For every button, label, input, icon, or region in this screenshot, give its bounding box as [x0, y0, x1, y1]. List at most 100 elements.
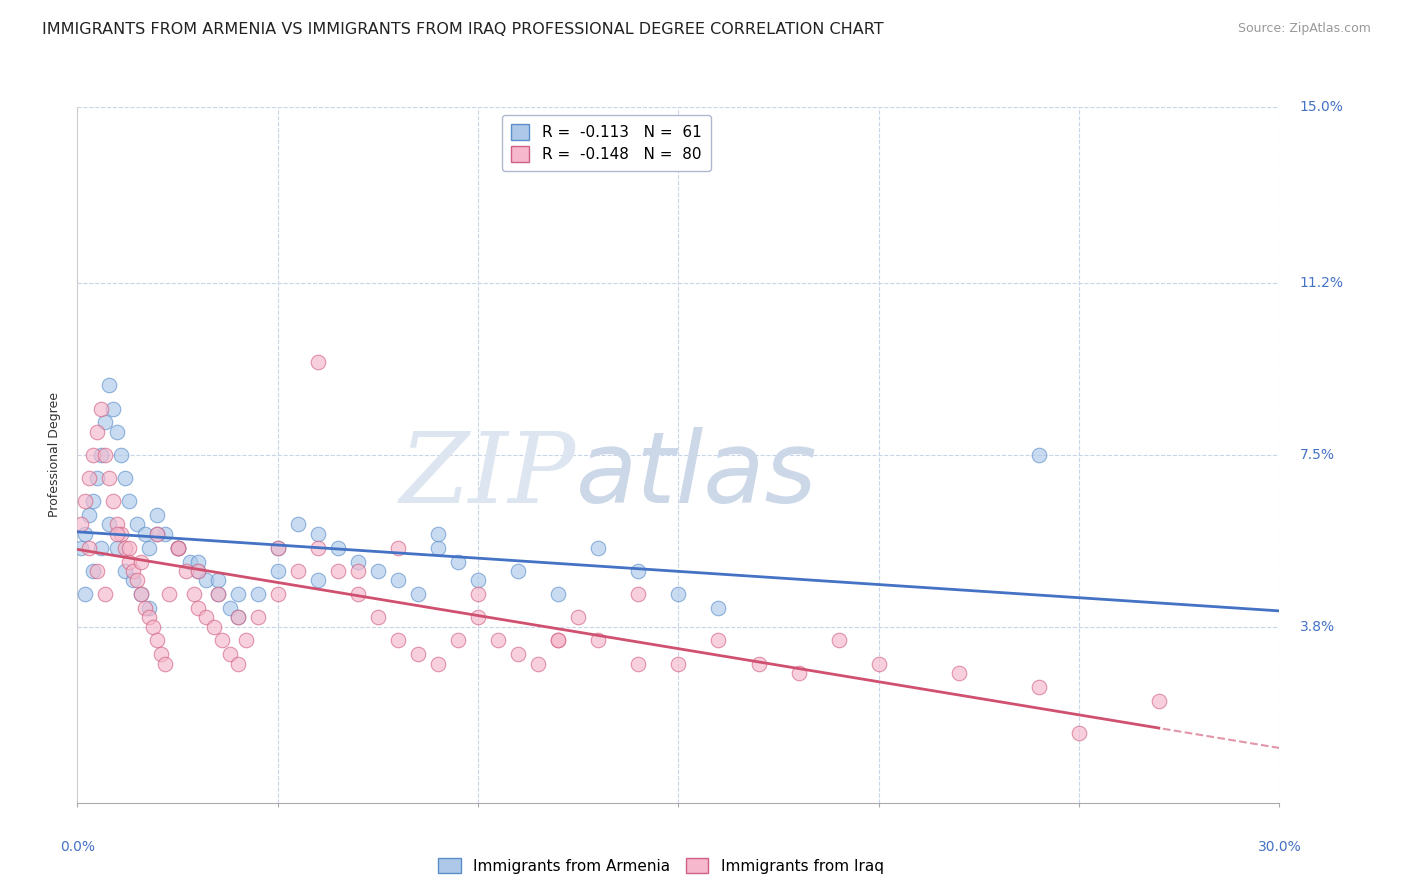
Point [246, 587, 269, 601]
Point [1028, 448, 1050, 462]
Point [235, 633, 257, 648]
Point [326, 541, 349, 555]
Point [467, 587, 489, 601]
Point [868, 657, 890, 671]
Point [79, 508, 101, 523]
Point [107, 425, 129, 439]
Text: Source: ZipAtlas.com: Source: ZipAtlas.com [1237, 22, 1371, 36]
Point [828, 633, 851, 648]
Text: IMMIGRANTS FROM ARMENIA VS IMMIGRANTS FROM IRAQ PROFESSIONAL DEGREE CORRELATION : IMMIGRANTS FROM ARMENIA VS IMMIGRANTS FR… [42, 22, 884, 37]
Point [146, 526, 169, 541]
Point [194, 610, 217, 624]
Point [226, 610, 249, 624]
Point [707, 601, 730, 615]
Point [547, 633, 569, 648]
Text: 15.0%: 15.0% [1299, 100, 1343, 114]
Text: 3.8%: 3.8% [1299, 620, 1334, 633]
Point [1069, 726, 1091, 740]
Point [346, 587, 368, 601]
Point [287, 564, 309, 578]
Text: atlas: atlas [576, 427, 818, 524]
Point [447, 633, 470, 648]
Point [307, 541, 329, 555]
Point [467, 610, 489, 624]
Point [155, 657, 177, 671]
Point [70, 517, 93, 532]
Point [346, 564, 368, 578]
Point [146, 526, 169, 541]
Point [406, 587, 429, 601]
Point [114, 471, 136, 485]
Point [447, 555, 470, 569]
Point [267, 564, 290, 578]
Point [166, 541, 188, 555]
Point [183, 587, 205, 601]
Point [367, 610, 389, 624]
Point [387, 633, 409, 648]
Point [186, 555, 209, 569]
Point [146, 508, 169, 523]
Text: 0.0%: 0.0% [60, 840, 94, 854]
Point [107, 526, 129, 541]
Point [86, 425, 108, 439]
Point [114, 564, 136, 578]
Point [82, 564, 104, 578]
Point [122, 564, 145, 578]
Point [226, 610, 249, 624]
Point [202, 619, 225, 633]
Point [948, 665, 970, 680]
Point [107, 517, 129, 532]
Point [427, 541, 450, 555]
Point [427, 526, 450, 541]
Point [218, 648, 240, 662]
Point [86, 564, 108, 578]
Text: 11.2%: 11.2% [1299, 277, 1344, 290]
Point [150, 648, 173, 662]
Point [118, 541, 141, 555]
Point [186, 601, 209, 615]
Point [166, 541, 188, 555]
Point [138, 610, 160, 624]
Point [427, 657, 450, 671]
Text: 7.5%: 7.5% [1299, 448, 1334, 462]
Point [387, 573, 409, 587]
Point [186, 564, 209, 578]
Point [166, 541, 188, 555]
Point [90, 448, 112, 462]
Point [567, 610, 589, 624]
Point [110, 448, 132, 462]
Point [707, 633, 730, 648]
Point [1028, 680, 1050, 694]
Point [70, 541, 93, 555]
Point [174, 564, 197, 578]
Point [194, 573, 217, 587]
Point [467, 573, 489, 587]
Point [588, 633, 610, 648]
Point [226, 587, 249, 601]
Point [547, 587, 569, 601]
Point [508, 648, 530, 662]
Point [90, 541, 112, 555]
Point [142, 619, 165, 633]
Point [406, 648, 429, 662]
Point [127, 573, 149, 587]
Point [588, 541, 610, 555]
Point [486, 633, 509, 648]
Point [110, 526, 132, 541]
Point [75, 526, 97, 541]
Point [131, 587, 153, 601]
Text: ZIP: ZIP [399, 428, 576, 524]
Point [668, 657, 690, 671]
Point [98, 378, 121, 392]
Point [75, 587, 97, 601]
Point [218, 601, 240, 615]
Point [627, 564, 650, 578]
Legend: Immigrants from Armenia, Immigrants from Iraq: Immigrants from Armenia, Immigrants from… [432, 852, 890, 880]
Point [98, 471, 121, 485]
Point [134, 526, 156, 541]
Point [127, 517, 149, 532]
Point [118, 555, 141, 569]
Point [627, 587, 650, 601]
Point [267, 541, 290, 555]
Point [131, 555, 153, 569]
